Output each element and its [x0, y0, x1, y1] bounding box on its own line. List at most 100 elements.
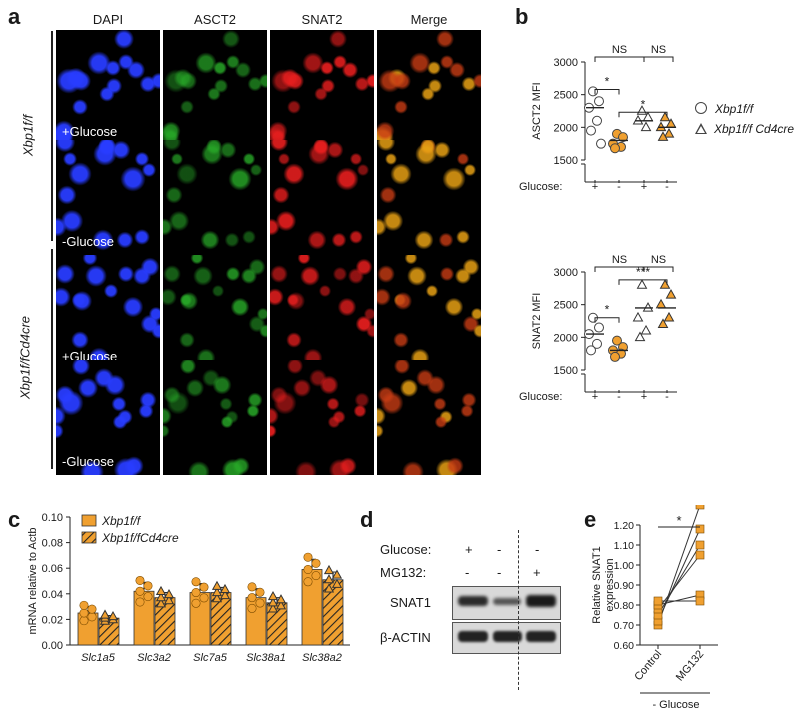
y-tick-label: 0.80 — [614, 600, 635, 612]
data-point — [155, 585, 167, 596]
micrograph-tile — [270, 255, 374, 370]
genotype-bracket-ko — [51, 249, 53, 469]
data-point — [107, 610, 119, 621]
blot-snat1 — [452, 586, 561, 620]
panel-label-d: d — [360, 507, 374, 532]
x-tick-label: Slc3a2 — [137, 652, 171, 664]
sig-bracket — [618, 111, 668, 118]
data-point — [87, 604, 97, 614]
micrograph-tile — [163, 255, 267, 370]
glucose-sign: + — [592, 181, 598, 193]
y-tick-label: 1.00 — [614, 560, 635, 572]
y-tick-label: 2500 — [554, 90, 578, 102]
data-point — [143, 592, 153, 602]
channel-header-merge: Merge — [410, 12, 448, 27]
sig-bracket-label: * — [641, 97, 646, 111]
data-point — [323, 574, 335, 584]
data-point — [640, 121, 652, 132]
y-tick-label: 1500 — [554, 155, 578, 167]
condition-label: -Glucose — [62, 454, 115, 469]
data-point — [632, 114, 644, 125]
legend-b: Xbp1f/f Xbp1f/f Cd4cre — [695, 102, 794, 136]
micrograph-tile — [377, 140, 481, 255]
micrograph-tile — [377, 255, 481, 370]
data-point — [247, 582, 257, 592]
y-tick-label: 0.10 — [42, 512, 63, 524]
data-point — [79, 600, 89, 610]
data-point — [87, 612, 97, 622]
sig-bracket-label: * — [676, 513, 681, 528]
data-point — [275, 594, 287, 604]
micrograph-tile — [270, 30, 374, 145]
data-point — [323, 583, 335, 593]
sig-bracket-label: NS — [651, 44, 666, 56]
sig-bracket-label: NS — [651, 254, 666, 266]
data-point — [653, 596, 663, 606]
glucose-sign: - — [665, 181, 669, 193]
y-tick-label: 0.06 — [42, 563, 63, 575]
genotype-bracket-wt — [51, 31, 53, 241]
data-point — [155, 598, 167, 608]
legend-c: Xbp1f/f Xbp1f/fCd4cre — [81, 514, 179, 545]
glucose-sign: + — [641, 181, 647, 193]
legend-swatch-ko — [81, 531, 97, 544]
data-point — [659, 111, 671, 122]
data-point — [267, 590, 279, 601]
data-point — [191, 598, 201, 608]
data-point — [155, 592, 167, 602]
data-point — [632, 311, 644, 322]
group-label: - Glucose — [652, 699, 699, 711]
panel-e-chart: 1.20 1.10 1.00 0.90 0.80 0.70 0.60 Relative SNA… — [591, 505, 718, 711]
data-point — [163, 588, 175, 599]
data-point — [199, 593, 209, 603]
glucose-sign-2: - — [497, 542, 502, 557]
scatter-plot: 3000 2500 2000 1500 ASCT2 MFI Glucose: + - + - NS N… — [519, 44, 677, 193]
y-tick-label: 0.02 — [42, 614, 63, 626]
pair-line — [657, 554, 701, 610]
x-tick-label: Slc38a1 — [246, 652, 286, 664]
glucose-sign-1: + — [465, 542, 473, 557]
mg132-sign-2: - — [497, 565, 502, 580]
legend-b-wt: Xbp1f/f — [695, 102, 794, 122]
panel-label-a: a — [8, 4, 21, 29]
glucose-label: Glucose: — [519, 391, 562, 403]
condition-label: +Glucose — [62, 124, 118, 139]
data-point — [594, 96, 604, 107]
sig-bracket-label: *** — [636, 265, 650, 279]
blot-actin — [452, 622, 561, 654]
data-point — [79, 616, 89, 626]
data-point — [695, 540, 705, 550]
data-point — [303, 552, 313, 562]
micrograph-tile: -Glucose — [56, 360, 160, 475]
data-point — [99, 609, 111, 619]
data-point — [610, 351, 620, 362]
sig-bracket — [618, 279, 668, 285]
micrograph-tile — [270, 360, 374, 475]
data-point — [135, 586, 145, 596]
sig-bracket — [594, 317, 620, 323]
data-point — [655, 298, 667, 309]
micrograph-tile — [163, 360, 267, 475]
panel-label-b: b — [515, 4, 529, 29]
data-point — [191, 588, 201, 598]
sig-bracket — [594, 56, 645, 62]
micrograph-tile — [270, 140, 374, 255]
pair-line — [657, 528, 701, 622]
y-tick-label: 1.10 — [614, 540, 635, 552]
channel-header-dapi: DAPI — [92, 12, 124, 27]
micrograph-tile: +Glucose — [56, 30, 160, 145]
legend-label-ko: Xbp1f/fCd4cre — [101, 531, 179, 545]
data-point — [695, 596, 705, 606]
glucose-label: Glucose: — [519, 181, 562, 193]
western-blot-panel: Glucose: + - - MG132: - - + SNAT1 β-ACTI… — [380, 530, 580, 705]
panel-label-c: c — [8, 507, 21, 532]
data-point — [659, 279, 671, 289]
legend-label-wt: Xbp1f/f — [101, 514, 142, 528]
data-point — [267, 597, 279, 607]
mg132-row-label: MG132: — [380, 565, 427, 580]
data-point — [592, 338, 602, 349]
x-tick-label: MG132 — [674, 648, 706, 683]
data-point — [199, 582, 209, 592]
genotype-label-ko: Xbp1f/fCd4cre — [17, 315, 33, 400]
sig-bracket — [643, 56, 674, 62]
